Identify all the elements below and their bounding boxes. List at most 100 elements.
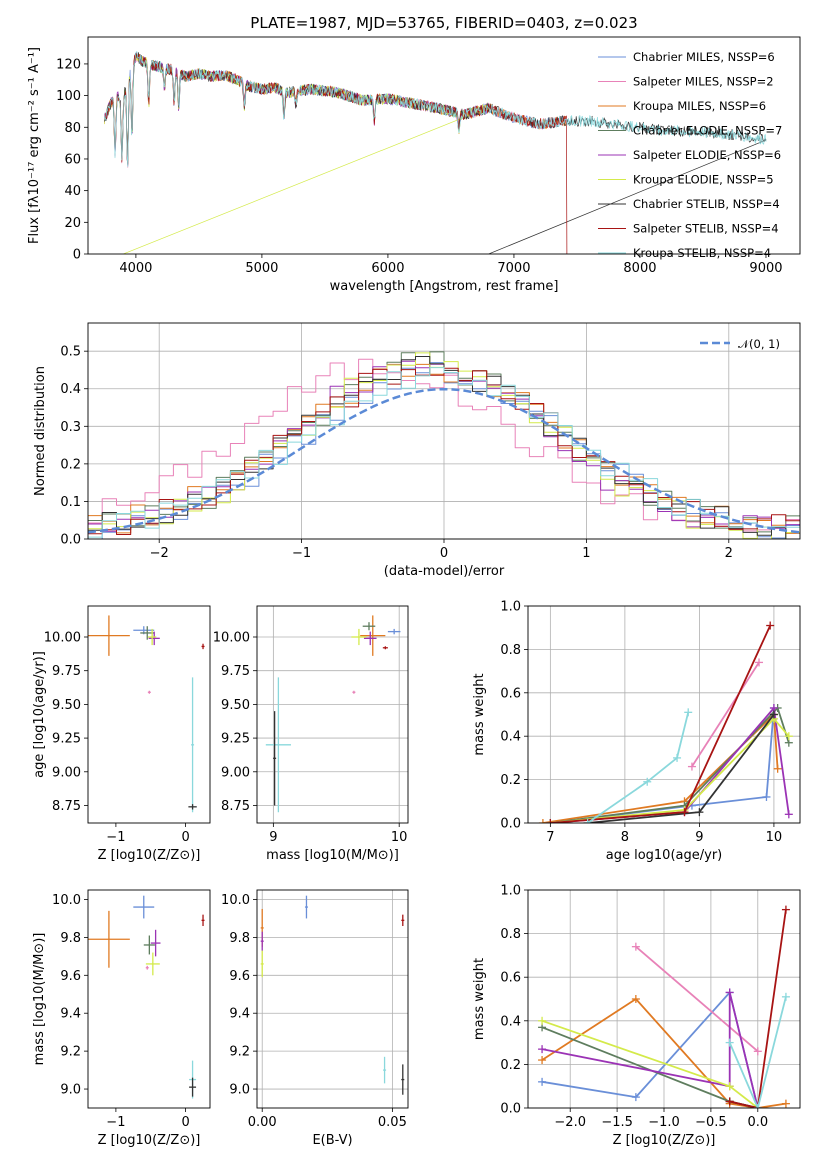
mass-weight-line [587, 712, 690, 823]
x-axis-label: E(B-V) [312, 1133, 352, 1148]
x-axis-label: mass [log10(M/M⊙)] [266, 848, 399, 863]
plot-area [260, 895, 405, 1095]
mass-weight-line [550, 625, 772, 823]
x-tick-label: −0.5 [695, 1115, 727, 1130]
y-tick-label: 0.0 [500, 817, 521, 832]
x-tick-label: 7 [546, 830, 554, 845]
x-axis-label: Z [log10(Z/Z⊙)] [613, 1133, 716, 1148]
y-tick-label: 20 [64, 216, 81, 231]
spectrum-line [104, 53, 489, 254]
normal-curve [88, 387, 800, 534]
y-tick-label: 0.4 [500, 1014, 521, 1029]
x-axis-label: age log10(age/yr) [606, 848, 723, 863]
x-tick-label: 0 [181, 830, 189, 845]
legend-label: Chabrier STELIB, NSSP=4 [633, 197, 780, 211]
x-tick-label: −2.0 [554, 1115, 586, 1130]
y-tick-label: 1.0 [500, 884, 521, 899]
x-tick-label: 10 [766, 830, 783, 845]
x-tick-label: −1 [106, 1115, 125, 1130]
mass-weight-line [550, 707, 790, 823]
y-tick-label: 0.4 [500, 730, 521, 745]
mass-weight-line [550, 707, 775, 823]
x-tick-label: 7000 [497, 261, 530, 276]
y-tick-label: 0.8 [500, 643, 521, 658]
x-axis-label: (data-model)/error [384, 564, 505, 579]
y-tick-label: 9.25 [52, 732, 81, 747]
x-tick-label: 0 [440, 546, 448, 561]
spectrum-line [104, 52, 767, 254]
y-tick-label: 0.1 [60, 495, 81, 510]
x-tick-label: 0 [181, 1115, 189, 1130]
plot-area [88, 615, 205, 813]
y-tick-label: 9.25 [221, 732, 250, 747]
axes-frame [87, 36, 801, 255]
axes-frame [256, 889, 409, 1109]
legend-label: Kroupa STELIB, NSSP=4 [633, 246, 771, 260]
x-tick-label: −1.5 [601, 1115, 633, 1130]
y-tick-label: 120 [56, 57, 81, 72]
mass-weight-line [728, 996, 787, 1108]
y-tick-label: 0.6 [500, 971, 521, 986]
y-tick-label: 9.00 [221, 765, 250, 780]
residuals-panel: −2 −1 0 1 2 0.0 0.1 0.2 0.3 0.4 0.5 (data-model)/er… [33, 322, 801, 579]
y-tick-label: 9.2 [229, 1045, 250, 1060]
x-tick-label: 1 [582, 546, 590, 561]
mass-weight-line [542, 713, 779, 823]
histogram-step [88, 367, 800, 539]
y-tick-label: 60 [64, 152, 81, 167]
y-tick-label: 80 [64, 121, 81, 136]
mass-weight-line [691, 661, 760, 768]
y-axis-label: age [log10(age/yr)] [32, 651, 47, 778]
axes-frame [87, 605, 211, 824]
y-tick-label: 0.2 [60, 457, 81, 472]
y-tick-label: 9.6 [60, 969, 81, 984]
spectrum-line [104, 52, 568, 254]
y-tick-label: 1.0 [500, 600, 521, 615]
axes-frame [87, 322, 801, 540]
x-axis-label: Z [log10(Z/Z⊙)] [98, 1133, 201, 1148]
x-tick-label: 10 [391, 830, 408, 845]
y-tick-label: 0.0 [60, 533, 81, 548]
plot-area [88, 895, 205, 1099]
mass-weight-line [550, 717, 790, 823]
x-tick-label: 0.0 [747, 1115, 768, 1130]
mass-weight-vs-age-panel: 7 8 9 10 0.0 0.2 0.4 0.6 0.8 1.0 age log10(age/yr)… [472, 600, 801, 863]
y-tick-label: 0.5 [60, 345, 81, 360]
y-tick-label: 8.75 [221, 799, 250, 814]
y-tick-label: 0 [73, 248, 81, 263]
plot-area [265, 615, 401, 813]
y-tick-label: 9.0 [60, 1083, 81, 1098]
x-tick-label: 8 [621, 830, 629, 845]
y-tick-label: 0.8 [500, 927, 521, 942]
plot-area [538, 621, 793, 823]
figure-title: PLATE=1987, MJD=53765, FIBERID=0403, z=0… [250, 14, 637, 32]
x-tick-label: 5000 [245, 261, 278, 276]
y-axis-label: mass [log10(M/M⊙)] [32, 933, 47, 1066]
spectrum-line [104, 51, 767, 167]
y-tick-label: 9.0 [229, 1083, 250, 1098]
axes-frame [527, 889, 801, 1109]
x-tick-label: 0.05 [378, 1115, 407, 1130]
x-tick-label: −1.0 [648, 1115, 680, 1130]
mass-weight-line [550, 707, 790, 823]
legend-label: Salpeter STELIB, NSSP=4 [633, 222, 779, 236]
y-tick-label: 9.00 [52, 765, 81, 780]
x-tick-label: 8000 [623, 261, 656, 276]
y-tick-label: 10.00 [44, 631, 81, 646]
y-tick-label: 0.2 [500, 773, 521, 788]
y-tick-label: 8.75 [52, 799, 81, 814]
y-axis-label: Flux [fλ10⁻¹⁷ erg cm⁻² s⁻¹ A⁻¹] [27, 47, 42, 244]
y-tick-label: 0.0 [500, 1102, 521, 1117]
y-tick-label: 9.8 [229, 931, 250, 946]
y-tick-label: 9.4 [229, 1007, 250, 1022]
y-tick-label: 0.3 [60, 420, 81, 435]
x-tick-label: 9 [695, 830, 703, 845]
y-tick-label: 9.75 [52, 664, 81, 679]
legend-label: Kroupa ELODIE, NSSP=5 [633, 173, 774, 187]
mass-weight-line [541, 991, 759, 1108]
y-tick-label: 0.6 [500, 686, 521, 701]
y-tick-label: 100 [56, 89, 81, 104]
legend-label: Salpeter ELODIE, NSSP=6 [633, 148, 781, 162]
plot-area [104, 51, 767, 254]
